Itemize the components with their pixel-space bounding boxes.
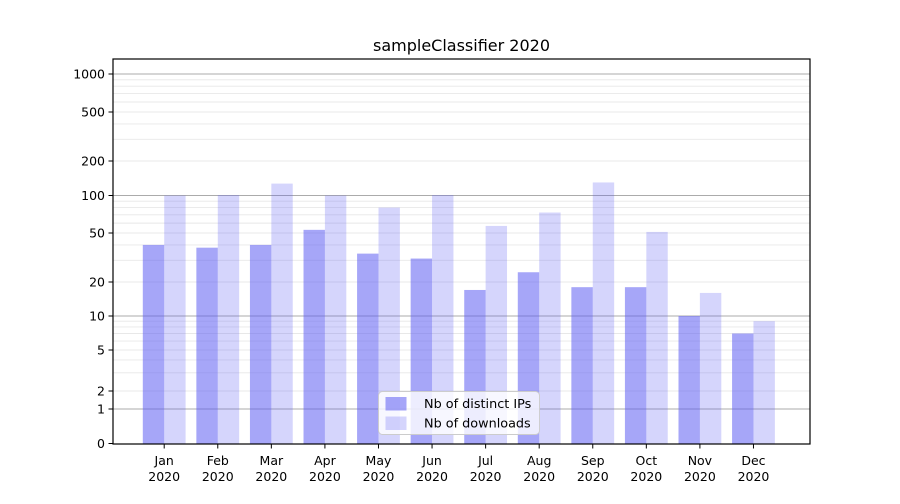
x-axis-tick-label-month: Feb [207, 453, 229, 468]
legend-swatch-downloads [385, 416, 407, 430]
bar-distinct-ips [571, 287, 593, 444]
bar-distinct-ips [624, 287, 647, 444]
bar-downloads [592, 182, 615, 444]
axis-ticks-and-labels: 01251020501002005001000Jan2020Feb2020Mar… [73, 66, 769, 484]
bar-downloads [646, 231, 668, 444]
bar-downloads [324, 195, 347, 444]
bar-distinct-ips [303, 229, 325, 444]
x-axis-tick-label-month: Dec [741, 453, 765, 468]
x-axis-tick-label-month: Jun [421, 453, 442, 468]
bar-downloads [539, 212, 561, 444]
y-axis-tick-label: 20 [89, 274, 105, 289]
x-axis-tick-label-year: 2020 [523, 469, 555, 484]
x-axis-tick-label-year: 2020 [470, 469, 502, 484]
x-axis-tick-label-month: Apr [314, 453, 336, 468]
y-axis-tick-label: 1 [97, 401, 105, 416]
x-axis-tick-label-month: Nov [688, 453, 713, 468]
x-axis-tick-label-month: Sep [581, 453, 605, 468]
legend-label-downloads: Nb of downloads [424, 417, 531, 432]
bar-downloads [378, 207, 400, 444]
bar-distinct-ips [732, 333, 754, 444]
x-axis-tick-label-year: 2020 [363, 469, 395, 484]
y-axis-tick-label: 0 [97, 436, 105, 451]
x-axis-tick-label-year: 2020 [630, 469, 662, 484]
x-axis-tick-label-year: 2020 [255, 469, 287, 484]
x-axis-tick-label-month: Jul [477, 453, 493, 468]
bar-distinct-ips [249, 244, 272, 444]
y-axis-tick-label: 200 [81, 153, 105, 168]
bar-downloads [271, 183, 293, 444]
y-axis-tick-label: 500 [81, 104, 105, 119]
x-axis-tick-label-month: Jan [154, 453, 174, 468]
x-axis-tick-label-year: 2020 [416, 469, 448, 484]
bar-downloads [164, 195, 186, 444]
x-axis-tick-label-year: 2020 [738, 469, 770, 484]
legend-swatch-distinct-ips [385, 397, 407, 411]
bar-distinct-ips [357, 253, 379, 444]
legend: Nb of distinct IPs Nb of downloads [378, 391, 540, 435]
plot-border [112, 58, 811, 445]
x-axis-tick-label-year: 2020 [202, 469, 234, 484]
bar-downloads [753, 321, 775, 444]
bar-distinct-ips [196, 247, 218, 444]
y-axis-tick-label: 50 [89, 225, 105, 240]
bar-distinct-ips [678, 316, 700, 444]
x-axis-tick-label-month: Mar [260, 453, 284, 468]
bar-downloads [485, 225, 508, 444]
bar-downloads [432, 195, 454, 444]
x-axis-tick-label-year: 2020 [148, 469, 180, 484]
legend-label-distinct-ips: Nb of distinct IPs [424, 397, 532, 412]
y-axis-tick-label: 100 [81, 188, 105, 203]
x-axis-tick-label-month: Oct [636, 453, 658, 468]
x-axis-tick-label-month: Aug [527, 453, 551, 468]
chart-title: sampleClassifier 2020 [373, 36, 550, 55]
bar-distinct-ips [142, 244, 165, 444]
y-axis-tick-label: 1000 [73, 66, 105, 81]
bar-downloads [217, 195, 240, 444]
x-axis-tick-label-month: May [366, 453, 392, 468]
x-axis-tick-label-year: 2020 [577, 469, 609, 484]
bar-downloads [699, 292, 722, 444]
x-axis-tick-label-year: 2020 [309, 469, 341, 484]
y-axis-tick-label: 5 [97, 342, 105, 357]
y-axis-tick-label: 2 [97, 383, 105, 398]
y-axis-tick-label: 10 [89, 308, 105, 323]
x-axis-tick-label-year: 2020 [684, 469, 716, 484]
legend-box [378, 391, 540, 435]
